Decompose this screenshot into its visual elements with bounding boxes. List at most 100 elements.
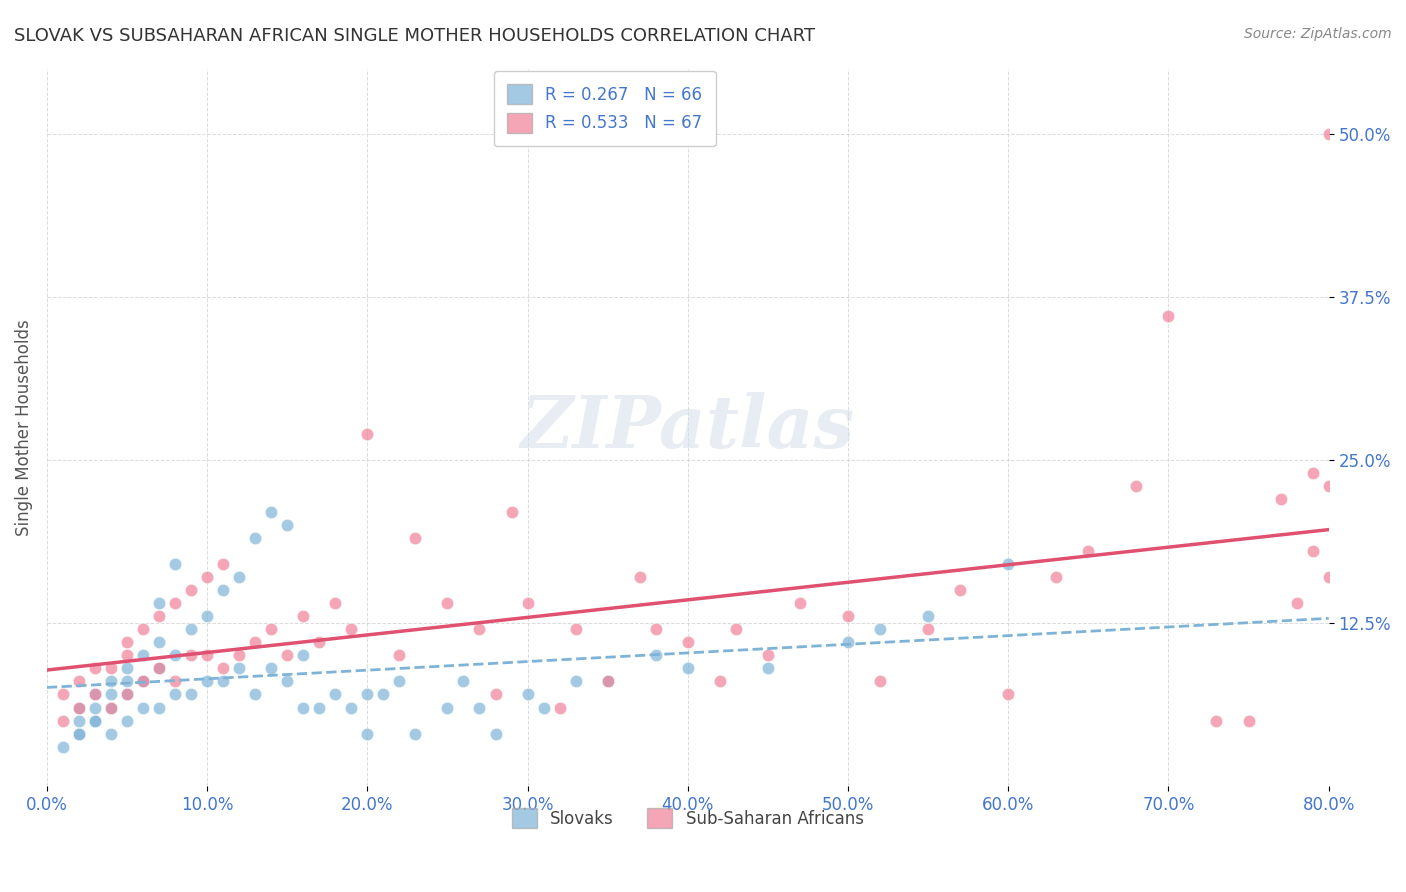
Point: [356, 426, 378, 441]
Point: [100, 661, 122, 675]
Point: [148, 596, 170, 610]
Point: [292, 609, 315, 624]
Point: [67, 700, 90, 714]
Point: [436, 596, 458, 610]
Point: [516, 596, 538, 610]
Point: [100, 700, 122, 714]
Point: [180, 622, 202, 636]
Point: [724, 622, 747, 636]
Point: [628, 570, 651, 584]
Point: [917, 609, 939, 624]
Point: [756, 648, 779, 663]
Point: [100, 674, 122, 689]
Point: [340, 622, 363, 636]
Point: [260, 505, 283, 519]
Point: [132, 648, 155, 663]
Point: [228, 661, 250, 675]
Point: [1302, 466, 1324, 480]
Point: [533, 700, 555, 714]
Text: ZIPatlas: ZIPatlas: [520, 392, 855, 463]
Point: [276, 674, 298, 689]
Point: [212, 557, 235, 571]
Point: [212, 661, 235, 675]
Point: [180, 648, 202, 663]
Point: [1205, 714, 1227, 728]
Point: [453, 674, 475, 689]
Point: [1317, 127, 1340, 141]
Point: [100, 688, 122, 702]
Point: [84, 688, 107, 702]
Point: [596, 674, 619, 689]
Point: [115, 688, 138, 702]
Point: [228, 570, 250, 584]
Point: [115, 648, 138, 663]
Point: [115, 661, 138, 675]
Legend: Slovaks, Sub-Saharan Africans: Slovaks, Sub-Saharan Africans: [505, 801, 870, 835]
Point: [1237, 714, 1260, 728]
Point: [1125, 479, 1147, 493]
Point: [148, 700, 170, 714]
Point: [356, 688, 378, 702]
Point: [436, 700, 458, 714]
Point: [195, 674, 218, 689]
Point: [997, 557, 1019, 571]
Point: [323, 596, 346, 610]
Point: [195, 570, 218, 584]
Point: [100, 700, 122, 714]
Y-axis label: Single Mother Households: Single Mother Households: [15, 318, 32, 535]
Point: [67, 700, 90, 714]
Point: [132, 674, 155, 689]
Point: [165, 648, 187, 663]
Point: [165, 688, 187, 702]
Text: Source: ZipAtlas.com: Source: ZipAtlas.com: [1244, 27, 1392, 41]
Point: [308, 635, 330, 649]
Point: [84, 714, 107, 728]
Point: [67, 726, 90, 740]
Point: [84, 700, 107, 714]
Point: [468, 700, 491, 714]
Point: [1302, 544, 1324, 558]
Point: [1270, 491, 1292, 506]
Point: [1285, 596, 1308, 610]
Point: [756, 661, 779, 675]
Point: [292, 648, 315, 663]
Point: [148, 635, 170, 649]
Point: [84, 661, 107, 675]
Point: [1045, 570, 1067, 584]
Legend: R = 0.267   N = 66, R = 0.533   N = 67: R = 0.267 N = 66, R = 0.533 N = 67: [494, 70, 716, 146]
Point: [388, 674, 411, 689]
Point: [52, 714, 75, 728]
Point: [323, 688, 346, 702]
Point: [115, 688, 138, 702]
Point: [340, 700, 363, 714]
Point: [789, 596, 811, 610]
Point: [356, 726, 378, 740]
Point: [115, 674, 138, 689]
Point: [115, 635, 138, 649]
Point: [949, 583, 972, 598]
Point: [243, 635, 266, 649]
Point: [195, 648, 218, 663]
Point: [165, 674, 187, 689]
Point: [644, 648, 666, 663]
Point: [276, 648, 298, 663]
Point: [228, 648, 250, 663]
Point: [484, 726, 506, 740]
Point: [165, 557, 187, 571]
Point: [148, 609, 170, 624]
Point: [709, 674, 731, 689]
Point: [388, 648, 411, 663]
Point: [52, 688, 75, 702]
Point: [276, 518, 298, 533]
Point: [644, 622, 666, 636]
Point: [997, 688, 1019, 702]
Point: [837, 635, 859, 649]
Point: [1317, 479, 1340, 493]
Point: [148, 661, 170, 675]
Point: [501, 505, 523, 519]
Point: [52, 739, 75, 754]
Point: [67, 674, 90, 689]
Point: [917, 622, 939, 636]
Point: [869, 674, 891, 689]
Point: [484, 688, 506, 702]
